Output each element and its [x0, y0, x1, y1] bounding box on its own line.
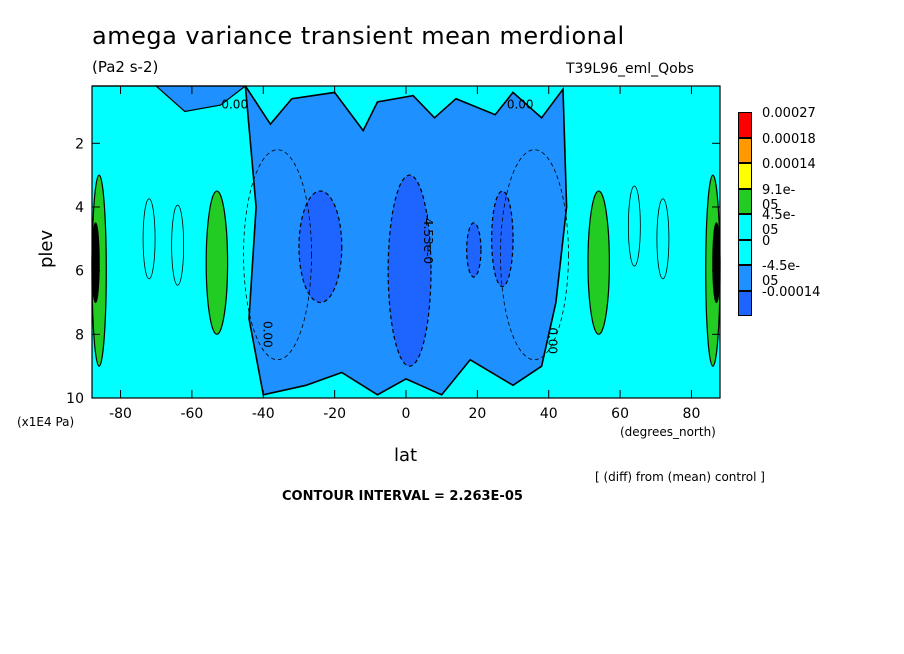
- y-axis-multiplier: (x1E4 Pa): [17, 415, 75, 429]
- contour-region-positive: [205, 190, 229, 335]
- y-tick-label: 10: [66, 391, 84, 407]
- legend-label: 0.00027: [762, 106, 816, 121]
- contour-line: [656, 198, 670, 280]
- legend-swatch: [738, 214, 752, 240]
- x-tick-label: 80: [683, 406, 701, 422]
- chart-title: amega variance transient mean merdional: [92, 22, 625, 50]
- y-tick-label: 6: [75, 264, 84, 280]
- x-tick-label: 40: [540, 406, 558, 422]
- contour-region-strong-negative: [387, 174, 432, 367]
- x-tick-label: -40: [252, 406, 275, 422]
- contour-label: 0.00: [221, 97, 248, 111]
- legend-label: 0.00014: [762, 157, 816, 172]
- x-tick-label: -20: [323, 406, 346, 422]
- legend-label: 0.00018: [762, 131, 816, 147]
- contour-region-strong-negative: [466, 222, 482, 278]
- x-tick-label: 20: [468, 406, 486, 422]
- x-tick-label: 60: [611, 406, 629, 422]
- run-label: T39L96_eml_Qobs: [566, 61, 694, 77]
- contour-label: 0.00: [507, 97, 534, 111]
- x-axis-units: (degrees_north): [620, 425, 716, 439]
- legend-label: 9.1e-05: [762, 182, 796, 213]
- contour-region-strong-negative: [491, 190, 514, 288]
- contour-line: [627, 185, 641, 267]
- legend-swatch: [738, 112, 752, 138]
- x-tick-label: 0: [402, 406, 411, 422]
- x-tick-label: -80: [109, 406, 132, 422]
- contour-interval: CONTOUR INTERVAL = 2.263E-05: [282, 489, 523, 504]
- legend-swatch: [738, 188, 752, 214]
- contour-line: [171, 204, 185, 286]
- diff-note: [ (diff) from (mean) control ]: [595, 470, 765, 484]
- chart-units: (Pa2 s-2): [92, 58, 159, 76]
- legend-swatch: [738, 239, 752, 265]
- legend-swatch: [738, 290, 752, 316]
- y-axis-label: plev: [36, 229, 57, 268]
- contour-region-positive: [587, 190, 610, 335]
- y-tick-label: 2: [75, 136, 84, 152]
- x-tick-label: -60: [180, 406, 203, 422]
- legend-label: -4.5e-05: [762, 259, 801, 289]
- y-tick-label: 8: [75, 327, 84, 343]
- contour-region-strong-negative: [298, 190, 343, 304]
- legend-swatch: [738, 265, 752, 291]
- contour-label: -4.53e-0: [421, 214, 435, 264]
- legend-swatch: [738, 163, 752, 189]
- x-axis-label: lat: [394, 445, 418, 466]
- contour-line: [142, 198, 156, 280]
- contour-line-dashed: [243, 149, 312, 361]
- y-tick-label: 4: [75, 200, 84, 216]
- contour-line-dashed: [500, 149, 569, 361]
- legend-label: -0.00014: [762, 284, 821, 300]
- contour-label: 0.00: [260, 321, 274, 348]
- contour-region-strong-positive: [91, 222, 100, 304]
- legend-label: 4.5e-05: [762, 208, 796, 238]
- contour-label: 0.00: [546, 327, 560, 354]
- legend-label: 0: [762, 233, 771, 249]
- contour-region-strong-positive: [712, 222, 721, 304]
- legend-swatch: [738, 137, 752, 163]
